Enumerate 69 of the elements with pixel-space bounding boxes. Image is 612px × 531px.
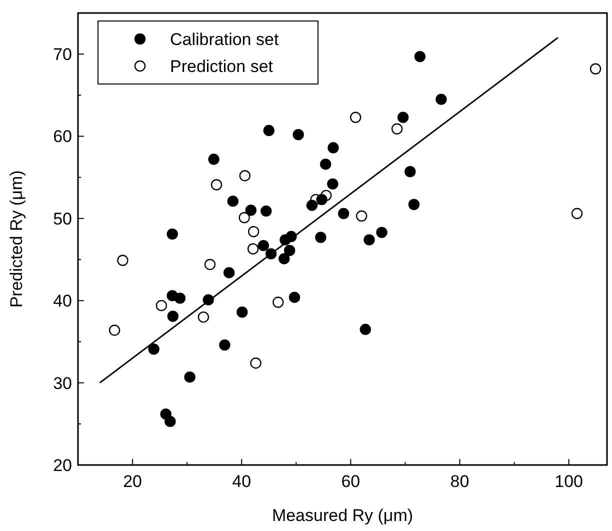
x-axis-title: Measured Ry (μm)	[272, 506, 414, 525]
point	[327, 178, 338, 190]
point	[210, 179, 222, 190]
point	[223, 267, 235, 278]
point	[288, 292, 300, 303]
point	[278, 253, 290, 264]
point	[263, 124, 274, 136]
point	[364, 234, 375, 246]
point	[148, 344, 160, 355]
point	[315, 232, 326, 243]
point	[397, 112, 409, 123]
point	[320, 158, 332, 170]
x-tick-label: 80	[450, 472, 470, 491]
y-tick-label: 40	[53, 292, 72, 311]
point	[239, 170, 250, 182]
y-axis-title: Predicted Ry (μm)	[7, 170, 26, 308]
x-tick-label: 40	[232, 472, 252, 491]
point	[391, 123, 403, 134]
point	[248, 226, 260, 238]
point	[219, 339, 230, 351]
y-tick-label: 20	[53, 456, 72, 475]
point	[338, 208, 350, 220]
point	[306, 200, 318, 211]
y-tick-label: 30	[53, 374, 72, 393]
point	[408, 198, 420, 210]
point	[208, 154, 220, 165]
point	[376, 226, 388, 238]
y-tick-label: 50	[53, 209, 72, 228]
point	[590, 63, 602, 74]
point	[164, 416, 176, 428]
point	[236, 306, 248, 318]
x-tick-label: 60	[341, 472, 360, 491]
point	[272, 296, 284, 308]
point	[227, 196, 238, 207]
point	[184, 371, 196, 383]
point	[571, 208, 583, 220]
point	[286, 230, 297, 242]
point	[328, 142, 339, 154]
point	[247, 243, 259, 254]
y-tick-label: 70	[53, 45, 72, 64]
point	[198, 311, 210, 323]
point	[258, 240, 270, 252]
point	[414, 50, 426, 62]
point	[202, 294, 214, 306]
point	[156, 300, 168, 312]
point	[245, 204, 256, 216]
point	[404, 166, 416, 178]
point	[350, 112, 362, 123]
point	[265, 248, 277, 260]
point	[284, 244, 296, 256]
point	[292, 129, 304, 140]
point	[260, 205, 272, 217]
point	[204, 258, 216, 270]
x-tick-label: 20	[123, 472, 142, 491]
point	[108, 324, 120, 336]
legend-label: Calibration set	[170, 30, 279, 49]
point	[174, 292, 186, 304]
point	[250, 357, 262, 369]
point	[356, 210, 368, 222]
y-tick-label: 60	[53, 127, 72, 146]
point	[238, 212, 250, 224]
point	[166, 228, 178, 240]
point	[167, 310, 178, 322]
point	[316, 194, 328, 206]
point	[117, 254, 128, 266]
x-tick-label: 100	[554, 472, 584, 491]
point	[360, 324, 372, 335]
point	[436, 94, 447, 105]
legend-label: Prediction set	[170, 56, 274, 76]
